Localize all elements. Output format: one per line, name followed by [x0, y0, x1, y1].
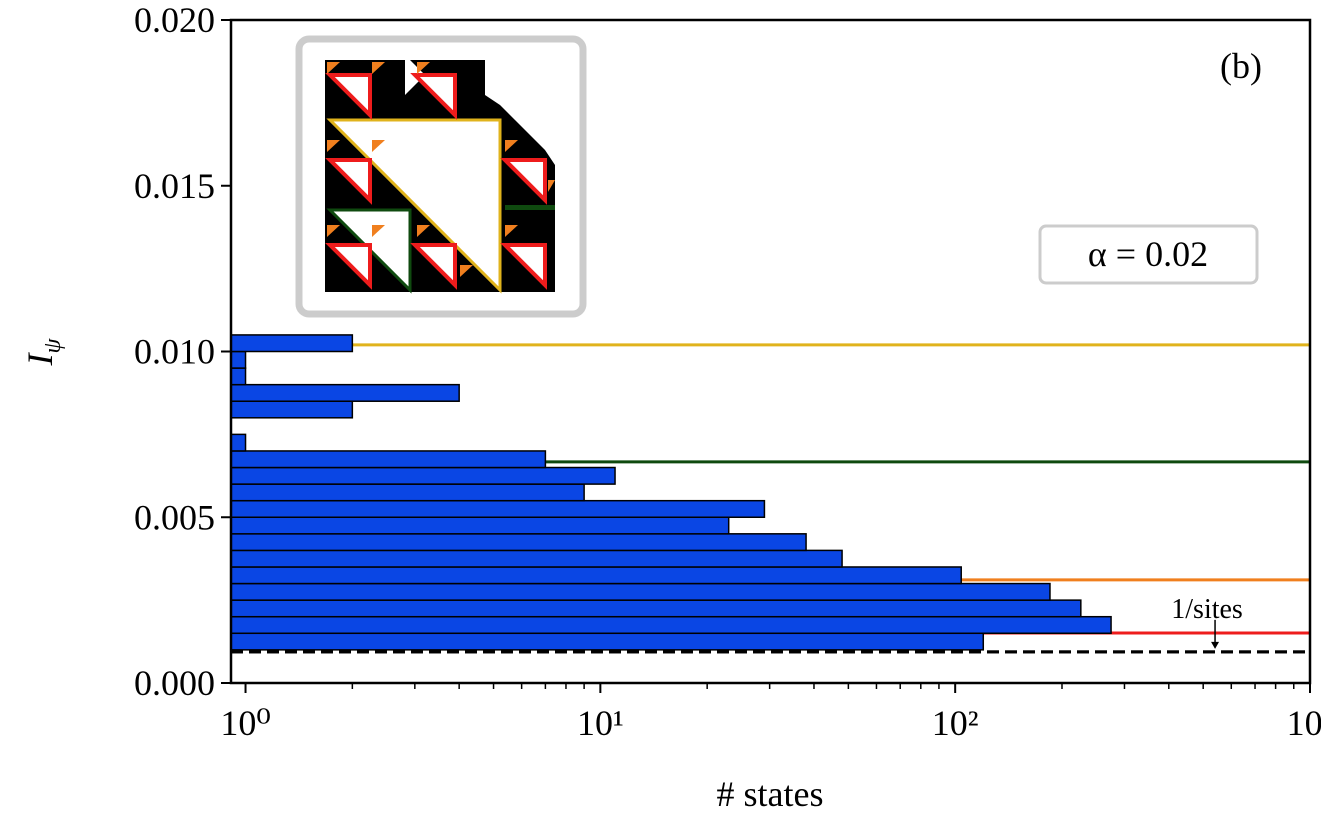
bar [231, 385, 459, 402]
y-label-sub: ψ [40, 337, 66, 353]
bar [231, 567, 961, 584]
bar [231, 600, 1081, 617]
bar [231, 352, 246, 369]
bar [231, 401, 352, 418]
x-axis-label: # states [717, 774, 824, 814]
bar [231, 550, 842, 567]
bar [231, 617, 1111, 634]
bar [231, 584, 1050, 601]
parameter-label: α = 0.02 [1088, 234, 1208, 274]
annotation-text: 1/sites [1171, 594, 1243, 625]
y-axis-label: Iψ [20, 337, 66, 366]
bar [231, 633, 983, 650]
bar [231, 335, 352, 352]
annotation-arrowhead [1211, 642, 1219, 649]
panel-label: (b) [1220, 46, 1262, 86]
bar [231, 451, 545, 468]
bar [231, 484, 584, 501]
chart: (b) α = 0.02 # states Iψ 1/sites 0.000 0.0… [0, 0, 1321, 815]
bar [231, 468, 615, 485]
y-tick-label: 0.015 [134, 166, 215, 206]
y-tick-label: 0.010 [134, 332, 215, 372]
bar [231, 368, 246, 385]
bar [231, 534, 806, 551]
x-tick-label: 10² [932, 703, 979, 743]
y-tick-label: 0.020 [134, 0, 215, 40]
bar [231, 501, 764, 518]
y-tick-label: 0.000 [134, 663, 215, 703]
x-tick-label: 10³ [1287, 703, 1321, 743]
bar [231, 517, 729, 534]
lattice-inset [299, 39, 583, 314]
x-tick-label: 10⁰ [220, 703, 270, 743]
page: {"chart_data": { "type": "histogram", "o… [0, 0, 1321, 815]
y-tick-label: 0.005 [134, 497, 215, 537]
x-tick-label: 10¹ [577, 703, 624, 743]
bar [231, 434, 246, 451]
